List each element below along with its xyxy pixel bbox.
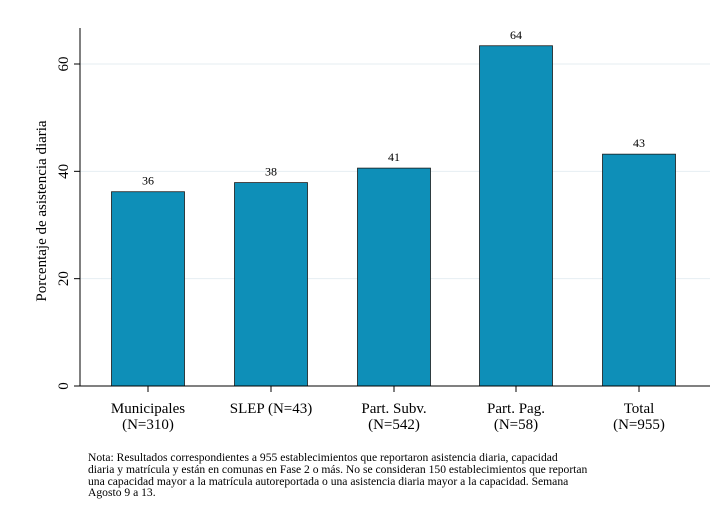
y-tick-labels: 0 20 40 60	[56, 57, 72, 390]
footnote: Nota: Resultados correspondientes a 955 …	[88, 451, 588, 500]
x-tick-label: Part. Pag.	[487, 401, 545, 417]
bar	[234, 182, 308, 387]
x-tick-labels: Municipales(N=310) SLEP (N=43) Part. Subv.…	[111, 401, 665, 433]
x-tick-label: (N=955)	[613, 417, 665, 433]
y-tick-label: 20	[56, 271, 72, 286]
y-axis-label: Porcentaje de asistencia diaria	[34, 120, 50, 302]
data-label: 41	[388, 150, 400, 164]
x-tick-label: (N=310)	[122, 417, 174, 433]
data-label: 64	[510, 28, 522, 42]
x-tick-label: Part. Subv.	[361, 401, 426, 417]
data-label: 43	[633, 136, 645, 150]
y-tick-label: 60	[56, 57, 72, 72]
x-tick-label: Total	[624, 401, 655, 417]
data-labels: 36 38 41 64 43	[142, 28, 645, 188]
bar	[602, 153, 676, 387]
x-tick-label: Municipales	[111, 401, 185, 417]
y-tick-label: 40	[56, 164, 72, 179]
bar	[111, 191, 185, 387]
bars	[111, 45, 676, 387]
bar	[479, 45, 553, 387]
data-label: 36	[142, 174, 154, 188]
bar	[357, 167, 431, 387]
axes	[74, 28, 710, 392]
x-tick-label: SLEP (N=43)	[230, 401, 313, 417]
y-tick-label: 0	[56, 382, 72, 390]
data-label: 38	[265, 165, 277, 179]
x-tick-label: (N=542)	[368, 417, 420, 433]
x-tick-label: (N=58)	[494, 417, 538, 433]
